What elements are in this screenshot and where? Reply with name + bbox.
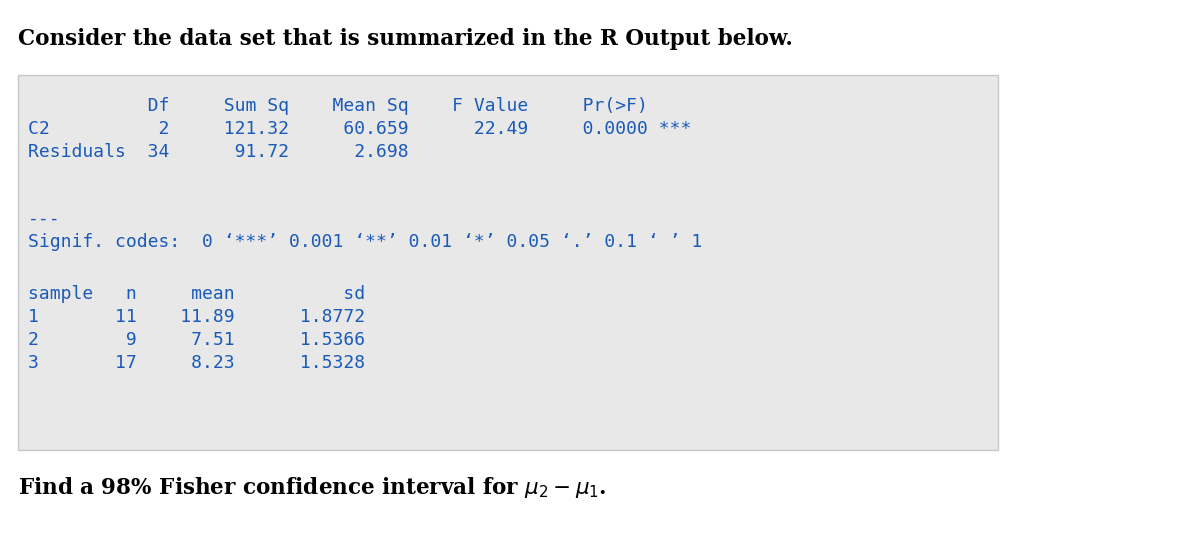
FancyBboxPatch shape (18, 75, 998, 450)
Text: 1       11    11.89      1.8772: 1 11 11.89 1.8772 (28, 308, 365, 326)
Text: 3       17     8.23      1.5328: 3 17 8.23 1.5328 (28, 354, 365, 372)
Text: C2          2     121.32     60.659      22.49     0.0000 ***: C2 2 121.32 60.659 22.49 0.0000 *** (28, 120, 691, 138)
Text: ---: --- (28, 210, 61, 228)
Text: 2        9     7.51      1.5366: 2 9 7.51 1.5366 (28, 331, 365, 349)
Text: Residuals  34      91.72      2.698: Residuals 34 91.72 2.698 (28, 143, 409, 161)
Text: Consider the data set that is summarized in the R Output below.: Consider the data set that is summarized… (18, 28, 793, 50)
Text: Signif. codes:  0 ‘***’ 0.001 ‘**’ 0.01 ‘*’ 0.05 ‘.’ 0.1 ‘ ’ 1: Signif. codes: 0 ‘***’ 0.001 ‘**’ 0.01 ‘… (28, 233, 702, 251)
Text: Df     Sum Sq    Mean Sq    F Value     Pr(>F): Df Sum Sq Mean Sq F Value Pr(>F) (28, 97, 670, 115)
Text: sample   n     mean          sd: sample n mean sd (28, 285, 365, 303)
Text: Find a 98% Fisher confidence interval for $\mu_2 - \mu_1$.: Find a 98% Fisher confidence interval fo… (18, 475, 607, 500)
